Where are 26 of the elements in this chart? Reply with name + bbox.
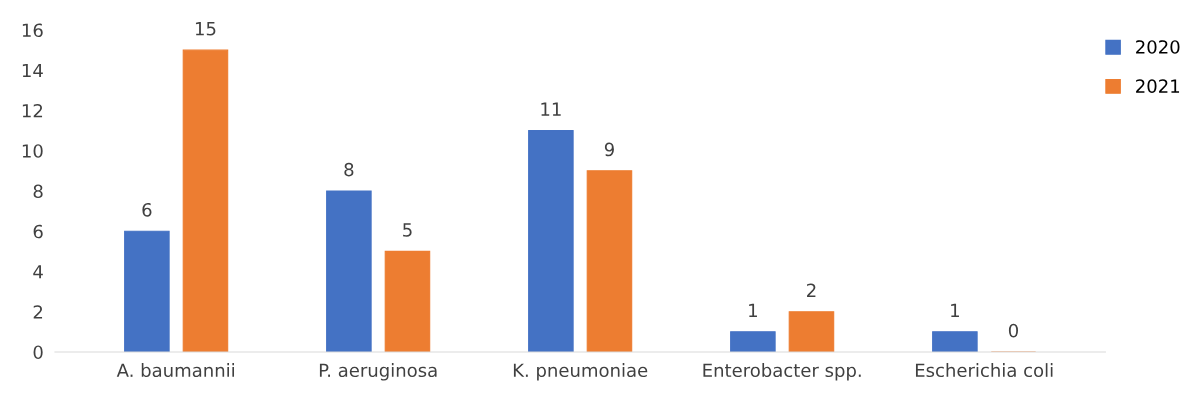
y-tick-label: 2 bbox=[33, 305, 43, 319]
data-label: 15 bbox=[195, 22, 216, 36]
data-label: 11 bbox=[541, 102, 561, 116]
data-label: 6 bbox=[142, 202, 152, 217]
y-tick-label: 14 bbox=[22, 63, 43, 78]
legend-label: 2020 bbox=[1136, 40, 1180, 54]
data-label: 5 bbox=[403, 223, 412, 237]
y-tick-label: 4 bbox=[33, 265, 43, 279]
x-tick-label: Enterobacter spp. bbox=[703, 363, 861, 381]
data-label: 1 bbox=[951, 303, 959, 318]
x-tick-label: P. aeruginosa bbox=[319, 363, 437, 381]
y-tick-label: 12 bbox=[22, 103, 43, 118]
y-tick-label: 8 bbox=[33, 184, 43, 199]
x-tick-label: A. baumannii bbox=[116, 363, 235, 378]
legend-label: 2021 bbox=[1136, 79, 1180, 93]
x-tick-label: K. pneumoniae bbox=[513, 363, 648, 381]
x-tick-label: Escherichia coli bbox=[915, 363, 1053, 378]
data-label: 2 bbox=[807, 283, 816, 297]
data-label: 1 bbox=[749, 303, 757, 318]
data-label: 8 bbox=[344, 162, 354, 177]
y-tick-label: 0 bbox=[33, 345, 43, 360]
y-tick-label: 6 bbox=[33, 224, 43, 239]
y-tick-label: 10 bbox=[22, 144, 43, 158]
data-label: 0 bbox=[1008, 323, 1019, 338]
y-tick-label: 16 bbox=[22, 23, 43, 38]
data-label: 9 bbox=[604, 142, 614, 157]
